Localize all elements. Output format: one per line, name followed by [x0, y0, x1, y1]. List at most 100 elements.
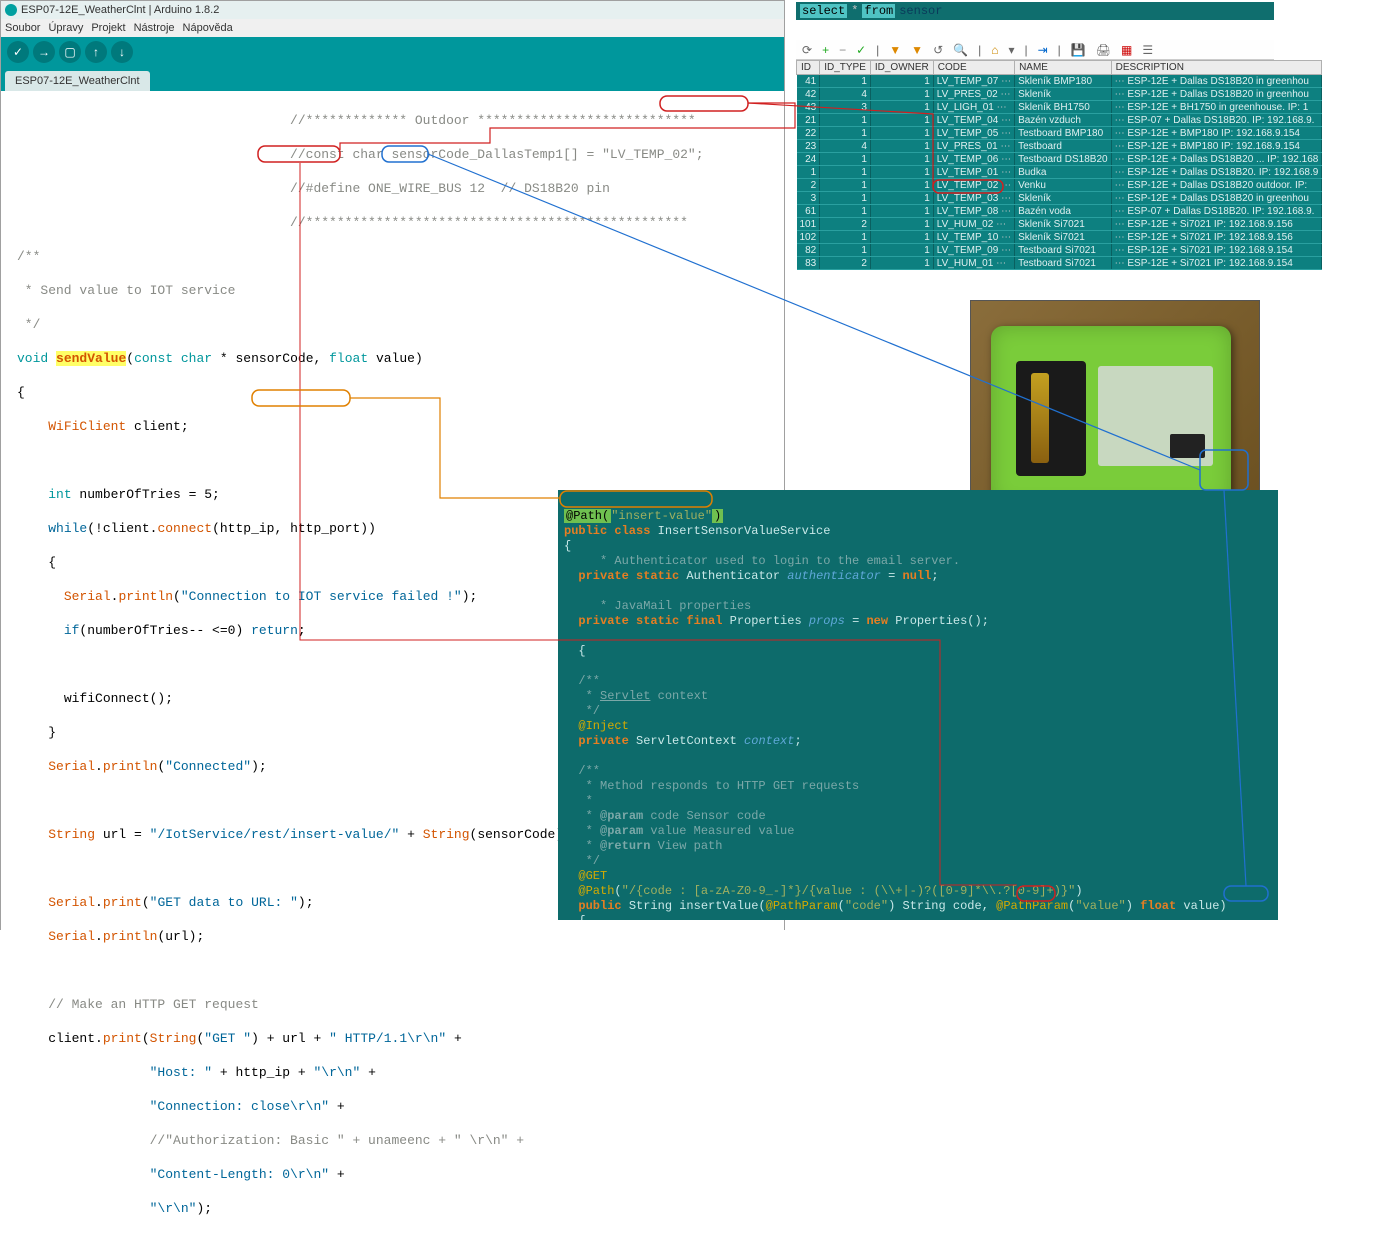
table-header[interactable]: CODE — [933, 61, 1014, 75]
code-comment: //"Authorization: Basic " + unameenc + "… — [150, 1133, 524, 1148]
table-cell: 102 — [797, 231, 820, 244]
table-cell: 2 — [820, 218, 871, 231]
table-row[interactable]: 10211LV_TEMP_10 ⋯Skleník Si7021⋯ ESP-12E… — [797, 231, 1322, 244]
table-row[interactable]: 311LV_TEMP_03 ⋯Skleník⋯ ESP-12E + Dallas… — [797, 192, 1322, 205]
table-cell: Skleník — [1015, 192, 1112, 205]
table-row[interactable]: 2411LV_TEMP_06 ⋯Testboard DS18B20⋯ ESP-1… — [797, 153, 1322, 166]
sql-query-bar[interactable]: select * from sensor — [796, 2, 1274, 20]
pcb-board — [1098, 366, 1213, 466]
menu-help[interactable]: Nápověda — [183, 22, 233, 34]
code-text: ) + url + — [251, 1031, 329, 1046]
menu-tools[interactable]: Nástroje — [134, 22, 175, 34]
table-cell: ⋯ ESP-07 + Dallas DS18B20. IP: 192.168.9… — [1111, 114, 1322, 127]
java-anno: @PathParam — [766, 899, 838, 913]
filter2-icon[interactable]: ▼ — [911, 43, 923, 57]
table-cell: 2 — [820, 257, 871, 270]
table-row[interactable]: 2111LV_TEMP_04 ⋯Bazén vzduch⋯ ESP-07 + D… — [797, 114, 1322, 127]
remove-icon[interactable]: − — [839, 43, 846, 57]
table-cell: 21 — [797, 114, 820, 127]
table-cell: LV_HUM_02 ⋯ — [933, 218, 1014, 231]
table-cell: Skleník — [1015, 88, 1112, 101]
table-header[interactable]: NAME — [1015, 61, 1112, 75]
table-cell: ⋯ ESP-12E + Dallas DS18B20 in greenhou — [1111, 192, 1322, 205]
table-cell: 1 — [820, 127, 871, 140]
table-row[interactable]: 211LV_TEMP_02 ⋯Venku⋯ ESP-12E + Dallas D… — [797, 179, 1322, 192]
code-kw: if — [64, 623, 80, 638]
print-icon[interactable]: 🖨 — [1096, 43, 1111, 57]
java-code-editor[interactable]: @Path("insert-value") public class Inser… — [558, 490, 1278, 920]
home-icon[interactable]: ⌂ — [991, 43, 998, 57]
java-comment: Servlet — [600, 689, 650, 703]
new-button[interactable]: ▢ — [59, 41, 81, 63]
device-photo — [970, 300, 1260, 520]
table-row[interactable]: 8321LV_HUM_01 ⋯Testboard Si7021⋯ ESP-12E… — [797, 257, 1322, 270]
table-header[interactable]: ID_OWNER — [870, 61, 933, 75]
table-row[interactable]: 4331LV_LIGH_01 ⋯Skleník BH1750⋯ ESP-12E … — [797, 101, 1322, 114]
filter1-icon[interactable]: ▼ — [889, 43, 901, 57]
table-cell: ⋯ ESP-12E + Si7021 IP: 192.168.9.154 — [1111, 257, 1322, 270]
table-row[interactable]: 6111LV_TEMP_08 ⋯Bazén voda⋯ ESP-07 + Dal… — [797, 205, 1322, 218]
table-cell: LV_TEMP_01 ⋯ — [933, 166, 1014, 179]
java-string: "/{code : [a-zA-Z0-9_-]*}/{value : (\\+|… — [622, 884, 1076, 898]
code-text: numberOfTries = 5; — [72, 487, 220, 502]
sql-select: select — [800, 4, 847, 18]
verify-button[interactable]: ✓ — [7, 41, 29, 63]
refresh-icon[interactable]: ⟳ — [802, 43, 812, 57]
menu-file[interactable]: Soubor — [5, 22, 40, 34]
undo-icon[interactable]: ↺ — [933, 43, 943, 57]
table-row[interactable]: 2341LV_PRES_01 ⋯Testboard⋯ ESP-12E + BMP… — [797, 140, 1322, 153]
code-kw: int — [48, 487, 71, 502]
code-text: ); — [462, 589, 478, 604]
java-field: props — [809, 614, 845, 628]
grid-icon[interactable]: ▦ — [1121, 43, 1132, 57]
table-row[interactable]: 8211LV_TEMP_09 ⋯Testboard Si7021⋯ ESP-12… — [797, 244, 1322, 257]
table-row[interactable]: 4111LV_TEMP_07 ⋯Skleník BMP180⋯ ESP-12E … — [797, 75, 1322, 88]
code-text: (url); — [157, 929, 204, 944]
table-row[interactable]: 4241LV_PRES_02 ⋯Skleník⋯ ESP-12E + Dalla… — [797, 88, 1322, 101]
add-icon[interactable]: + — [822, 43, 829, 57]
java-text: = — [881, 569, 903, 583]
java-text: ) String — [888, 899, 953, 913]
code-id: String — [150, 1031, 197, 1046]
code-text: + http_ip + — [212, 1065, 313, 1080]
save-button[interactable]: ↓ — [111, 41, 133, 63]
table-cell: Testboard DS18B20 — [1015, 153, 1112, 166]
table-row[interactable]: 2211LV_TEMP_05 ⋯Testboard BMP180⋯ ESP-12… — [797, 127, 1322, 140]
table-cell: 4 — [820, 140, 871, 153]
menu-edit[interactable]: Úpravy — [48, 22, 83, 34]
esp-chip — [1170, 434, 1205, 458]
open-button[interactable]: ↑ — [85, 41, 107, 63]
table-cell: Budka — [1015, 166, 1112, 179]
arduino-toolbar: ✓ → ▢ ↑ ↓ — [1, 37, 784, 67]
code-id: Serial — [48, 759, 95, 774]
arduino-menu-bar[interactable]: Soubor Úpravy Projekt Nástroje Nápověda — [1, 19, 784, 37]
sketch-tab[interactable]: ESP07-12E_WeatherClnt — [5, 71, 150, 91]
java-kw: private static — [578, 569, 679, 583]
code-string: "LV_TEMP_02" — [602, 147, 696, 162]
table-row[interactable]: 111LV_TEMP_01 ⋯Budka⋯ ESP-12E + Dallas D… — [797, 166, 1322, 179]
table-cell: 3 — [797, 192, 820, 205]
code-id: WiFiClient — [48, 419, 126, 434]
menu-sketch[interactable]: Projekt — [91, 22, 125, 34]
java-text: = — [845, 614, 867, 628]
table-row[interactable]: 10121LV_HUM_02 ⋯Skleník Si7021⋯ ESP-12E … — [797, 218, 1322, 231]
java-comment: * JavaMail properties — [578, 599, 751, 613]
commit-icon[interactable]: ✓ — [856, 43, 866, 57]
code-text: (!client. — [87, 521, 157, 536]
code-id: String — [423, 827, 470, 842]
java-kw: new — [866, 614, 888, 628]
list-icon[interactable]: ☰ — [1142, 43, 1153, 57]
device-enclosure — [991, 326, 1231, 506]
upload-button[interactable]: → — [33, 41, 55, 63]
dropdown-icon[interactable]: ▾ — [1008, 43, 1014, 57]
table-cell: ⋯ ESP-12E + Si7021 IP: 192.168.9.156 — [1111, 218, 1322, 231]
table-header[interactable]: ID_TYPE — [820, 61, 871, 75]
table-header[interactable]: DESCRIPTION — [1111, 61, 1322, 75]
sensor-table[interactable]: IDID_TYPEID_OWNERCODENAMEDESCRIPTION 411… — [796, 60, 1322, 270]
save-icon[interactable]: 💾 — [1071, 43, 1086, 57]
java-path-value: "insert-value" — [611, 509, 712, 523]
find-icon[interactable]: 🔍 — [953, 43, 968, 57]
export-icon[interactable]: ⇥ — [1038, 43, 1048, 57]
code-text: wifiConnect(); — [64, 691, 173, 706]
table-header[interactable]: ID — [797, 61, 820, 75]
